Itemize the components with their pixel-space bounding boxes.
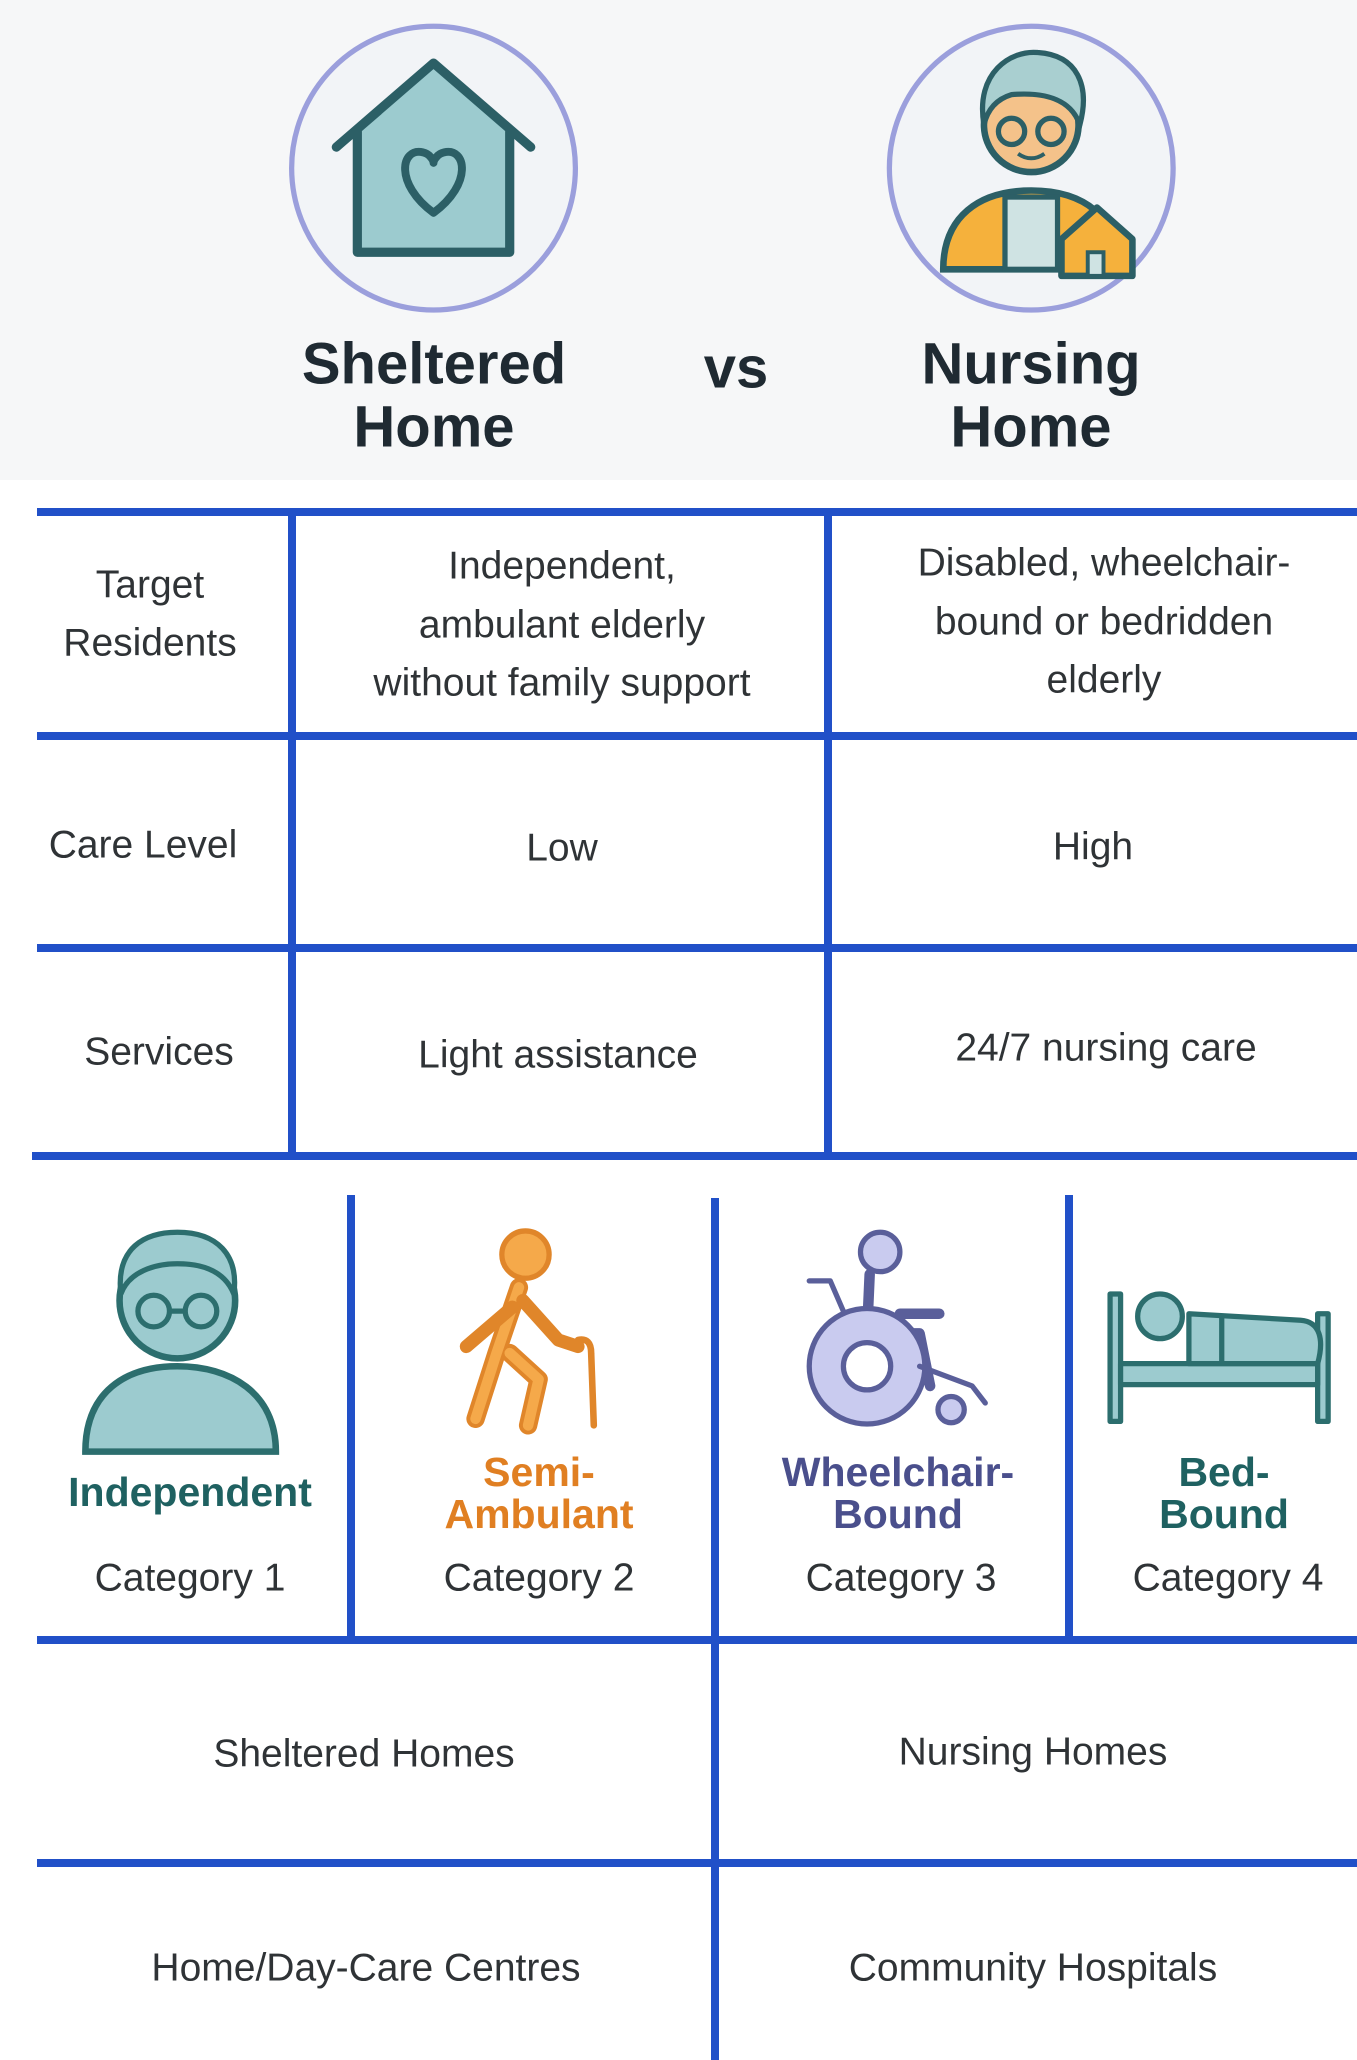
nursing-cell: Disabled, wheelchair- — [918, 541, 1291, 584]
sheltered-cell: Low — [526, 826, 598, 869]
sheltered-home-icon — [289, 23, 579, 313]
left-title-line: Home — [353, 394, 514, 459]
row-label: Target — [96, 563, 205, 606]
sheltered-cell: without family support — [372, 661, 750, 704]
nursing-home-icon — [886, 23, 1176, 313]
row-label: Services — [84, 1030, 234, 1073]
left-title-line: Sheltered — [302, 331, 566, 396]
category-icons — [82, 1228, 1331, 1455]
category-label: Category 1 — [95, 1556, 286, 1599]
facility-cell: Nursing Homes — [899, 1730, 1168, 1773]
category-tag: Bound — [833, 1491, 963, 1537]
right-title-line: Home — [950, 394, 1111, 459]
category-tag: Bound — [1159, 1491, 1289, 1537]
facility-cell: Sheltered Homes — [213, 1732, 514, 1775]
category-tag: Wheelchair- — [782, 1449, 1014, 1495]
category-rules — [37, 1195, 1357, 1644]
category-tag: Independent — [68, 1469, 312, 1515]
category-tag: Semi- — [483, 1449, 595, 1495]
nursing-cell: bound or bedridden — [935, 600, 1273, 643]
category-label: Category 4 — [1133, 1556, 1324, 1599]
category-tag: Ambulant — [444, 1491, 633, 1537]
row-label: Care Level — [49, 823, 238, 866]
facility-cell: Home/Day-Care Centres — [151, 1946, 580, 1989]
row-label: Residents — [63, 621, 236, 664]
facility-cell: Community Hospitals — [849, 1946, 1217, 1989]
comparison-table-rules — [32, 508, 1357, 1160]
category-tag: Bed- — [1178, 1449, 1269, 1495]
header-icons — [289, 23, 1176, 313]
category-label: Category 2 — [444, 1556, 635, 1599]
nursing-cell: 24/7 nursing care — [955, 1026, 1256, 1069]
nursing-cell: elderly — [1047, 658, 1162, 701]
independent-icon — [82, 1229, 280, 1455]
vs-label: vs — [704, 335, 769, 400]
right-title-line: Nursing — [921, 331, 1140, 396]
sheltered-cell: Independent, — [448, 544, 676, 587]
sheltered-cell: Light assistance — [418, 1033, 698, 1076]
wheelchair-icon — [806, 1229, 988, 1427]
semi-ambulant-icon — [459, 1228, 598, 1435]
sheltered-cell: ambulant elderly — [419, 603, 706, 646]
category-label: Category 3 — [806, 1556, 997, 1599]
facility-rules — [37, 1640, 1357, 2060]
bed-bound-icon — [1107, 1291, 1331, 1425]
nursing-cell: High — [1053, 825, 1133, 868]
